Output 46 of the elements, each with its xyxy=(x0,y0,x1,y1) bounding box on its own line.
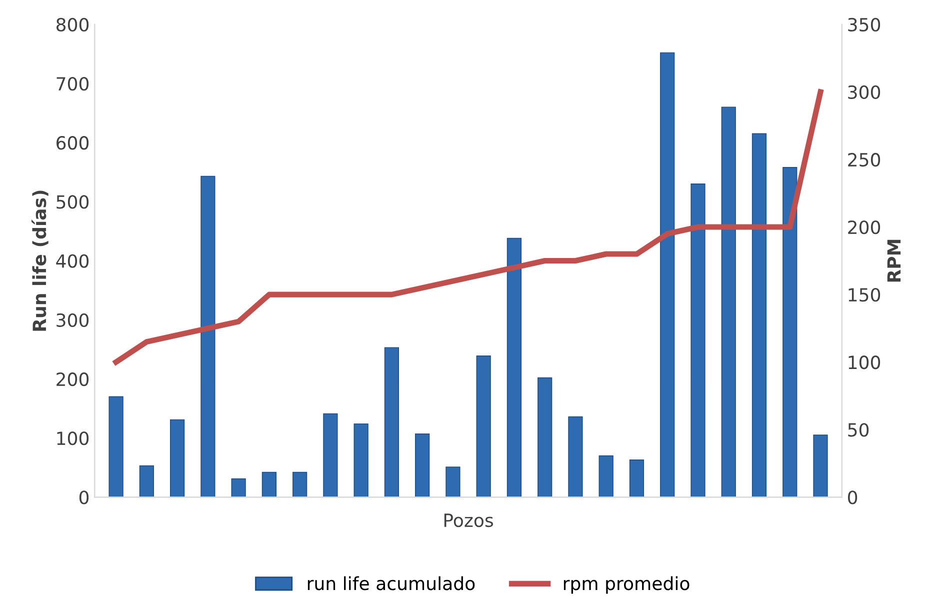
y2-tick-label: 250 xyxy=(848,152,880,167)
bar xyxy=(629,460,644,498)
y2-tick-label: 50 xyxy=(848,423,869,437)
bar xyxy=(538,377,552,498)
y-tick-label: 200 xyxy=(56,372,89,386)
y-tick-label: 500 xyxy=(56,195,89,209)
y2-tick-label: 100 xyxy=(848,356,880,370)
y2-tick-label: 0 xyxy=(848,490,858,504)
y-axis-title: Run life (días) xyxy=(32,190,48,331)
y-tick-label: 400 xyxy=(56,254,89,268)
y-tick-label: 700 xyxy=(56,76,89,91)
bar xyxy=(323,413,338,498)
bar xyxy=(568,416,583,498)
y-tick-label: 600 xyxy=(56,136,89,150)
legend-label: rpm promedio xyxy=(564,576,690,594)
bar xyxy=(170,419,185,498)
bar xyxy=(415,434,430,498)
bar xyxy=(292,472,308,498)
bar xyxy=(108,396,124,498)
bar xyxy=(598,455,614,498)
bar xyxy=(782,166,798,498)
bar xyxy=(752,133,767,498)
y-tick-label: 800 xyxy=(56,18,89,32)
bar xyxy=(813,434,828,498)
y2-tick-label: 350 xyxy=(848,18,880,32)
y2-tick-label: 300 xyxy=(848,85,880,100)
y2-axis-title: RPM xyxy=(887,240,901,282)
bar xyxy=(660,52,675,498)
y2-tick-label: 150 xyxy=(848,288,880,302)
y2-tick-label: 200 xyxy=(848,220,880,234)
y-tick-label: 300 xyxy=(56,313,89,327)
x-axis-title: Pozos xyxy=(444,514,493,528)
legend-label: run life acumulado xyxy=(308,576,475,590)
bar xyxy=(200,176,216,498)
bar xyxy=(262,472,276,498)
bar xyxy=(690,184,706,498)
bar xyxy=(476,355,491,498)
bar xyxy=(354,423,368,498)
bar xyxy=(384,347,400,498)
bar xyxy=(446,466,460,498)
bar xyxy=(506,238,522,498)
bar xyxy=(139,465,154,498)
y-tick-label: 0 xyxy=(79,490,89,504)
y-tick-label: 100 xyxy=(57,432,89,446)
bar xyxy=(231,478,246,498)
bar xyxy=(721,106,736,498)
